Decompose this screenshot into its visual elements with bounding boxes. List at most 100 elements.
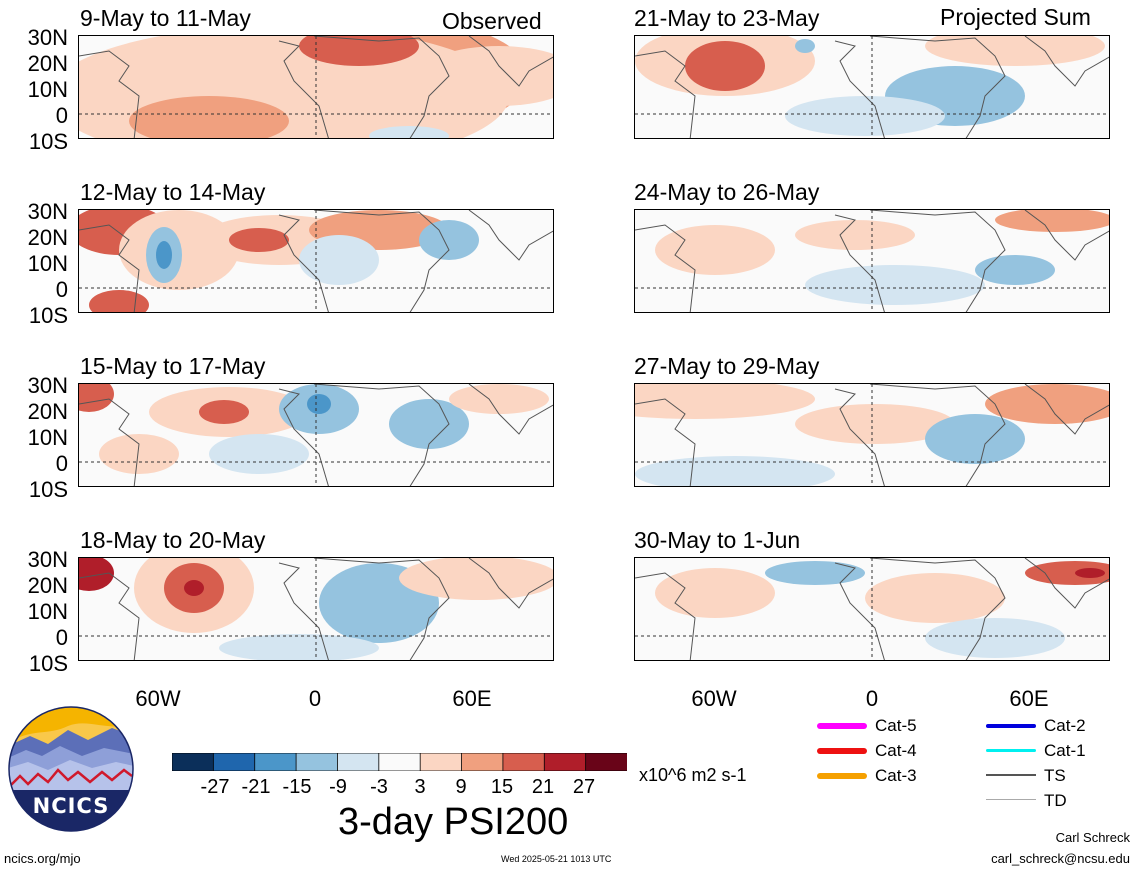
logo-text: NCICS bbox=[32, 794, 110, 818]
lat-label: 10S bbox=[28, 651, 68, 676]
map-panel bbox=[634, 383, 1110, 487]
legend-label: Cat-5 bbox=[875, 716, 917, 735]
map-panel bbox=[78, 557, 554, 661]
lon-label: 60W bbox=[135, 686, 181, 711]
map-panel bbox=[634, 557, 1110, 661]
legend-label: Cat-2 bbox=[1044, 716, 1086, 735]
coastline bbox=[278, 214, 329, 312]
anomaly-contour bbox=[399, 558, 553, 600]
map-panel bbox=[634, 209, 1110, 313]
anomaly-contour bbox=[975, 255, 1055, 285]
coastline bbox=[79, 398, 140, 486]
anomaly-contour bbox=[925, 414, 1025, 464]
lat-label: 0 bbox=[55, 451, 68, 476]
panel-title: 18-May to 20-May bbox=[80, 527, 266, 553]
map-panel bbox=[78, 209, 554, 313]
lat-label: 20N bbox=[27, 399, 68, 424]
coastline bbox=[869, 210, 1006, 312]
map-panel bbox=[78, 383, 554, 487]
lat-label: 10N bbox=[27, 425, 68, 450]
colorbar-tick: -21 bbox=[241, 776, 271, 798]
lon-label: 60W bbox=[691, 686, 737, 711]
anomaly-contour bbox=[995, 210, 1109, 232]
legend-swatch bbox=[817, 773, 867, 779]
panel-title: 12-May to 14-May bbox=[80, 179, 266, 205]
anomaly-contour bbox=[89, 290, 149, 312]
coastline bbox=[635, 572, 696, 660]
colorbar-segment bbox=[585, 752, 628, 772]
coastline bbox=[468, 210, 553, 261]
legend-swatch bbox=[986, 749, 1036, 752]
legend-label: Cat-1 bbox=[1044, 741, 1086, 760]
legend-swatch bbox=[986, 774, 1036, 776]
colorbar-tick: -27 bbox=[200, 776, 230, 798]
colorbar-tick: 15 bbox=[490, 776, 514, 798]
coastline bbox=[635, 398, 696, 486]
anomaly-contour bbox=[99, 434, 179, 474]
anomaly-contour bbox=[635, 456, 835, 486]
anomaly-contour bbox=[79, 558, 114, 591]
legend-swatch bbox=[986, 724, 1036, 728]
coastline bbox=[278, 40, 329, 138]
anomaly-contour bbox=[985, 384, 1109, 424]
coastline bbox=[869, 36, 1006, 138]
anomaly-contour bbox=[209, 434, 309, 474]
coastline bbox=[79, 572, 140, 660]
anomaly-contour bbox=[785, 96, 945, 136]
anomaly-contour bbox=[1075, 568, 1105, 578]
coastline bbox=[869, 384, 1006, 486]
lat-label: 20N bbox=[27, 51, 68, 76]
lat-label: 20N bbox=[27, 225, 68, 250]
panel-title: 21-May to 23-May bbox=[634, 5, 820, 31]
colorbar bbox=[171, 752, 628, 772]
panel-title: 24-May to 26-May bbox=[634, 179, 820, 205]
anomaly-contour bbox=[795, 220, 915, 250]
lat-label: 30N bbox=[27, 25, 68, 50]
observed-label: Observed bbox=[442, 8, 542, 34]
coastline bbox=[313, 384, 450, 486]
coastline bbox=[635, 50, 696, 138]
lat-label: 30N bbox=[27, 547, 68, 572]
coastline bbox=[834, 40, 885, 138]
coastline bbox=[468, 384, 553, 435]
coastline bbox=[313, 558, 450, 660]
coastline bbox=[468, 558, 553, 609]
plot-title: 3-day PSI200 bbox=[338, 801, 569, 843]
colorbar-segment bbox=[337, 752, 380, 772]
coastline bbox=[834, 388, 885, 486]
anomaly-contour bbox=[79, 384, 114, 412]
anomaly-contour bbox=[795, 404, 955, 444]
colorbar-tick: -15 bbox=[282, 776, 312, 798]
colorbar-segment bbox=[254, 752, 297, 772]
coastline bbox=[79, 50, 140, 138]
lon-label: 60E bbox=[1009, 686, 1049, 711]
colorbar-segment bbox=[171, 752, 215, 772]
colorbar-tick: 9 bbox=[455, 776, 467, 798]
coastline bbox=[278, 388, 329, 486]
colorbar-tick: 3 bbox=[414, 776, 426, 798]
coastline bbox=[313, 36, 450, 138]
panel-title: 30-May to 1-Jun bbox=[634, 527, 801, 553]
colorbar-segment bbox=[212, 752, 256, 772]
anomaly-contour bbox=[685, 41, 765, 91]
anomaly-contour bbox=[1025, 561, 1109, 585]
footer-timestamp: Wed 2025-05-21 1013 UTC bbox=[501, 854, 612, 864]
footer-author: Carl Schreck bbox=[1055, 830, 1130, 845]
legend-label: Cat-4 bbox=[875, 741, 917, 760]
anomaly-contour bbox=[865, 573, 1005, 623]
colorbar-tick: -3 bbox=[370, 776, 388, 798]
legend-label: Cat-3 bbox=[875, 766, 917, 785]
anomaly-contour bbox=[369, 126, 449, 138]
coastline bbox=[635, 224, 696, 312]
anomaly-contour bbox=[129, 96, 289, 138]
colorbar-tick: -9 bbox=[329, 776, 347, 798]
lon-label: 60E bbox=[452, 686, 492, 711]
coastline bbox=[1024, 558, 1109, 609]
panel-title: 15-May to 17-May bbox=[80, 353, 266, 379]
coastline bbox=[1024, 36, 1109, 87]
anomaly-contour bbox=[655, 225, 775, 275]
lon-label: 0 bbox=[865, 686, 879, 711]
coastline bbox=[869, 558, 1006, 660]
anomaly-contour bbox=[184, 580, 204, 596]
anomaly-contour bbox=[219, 634, 379, 660]
